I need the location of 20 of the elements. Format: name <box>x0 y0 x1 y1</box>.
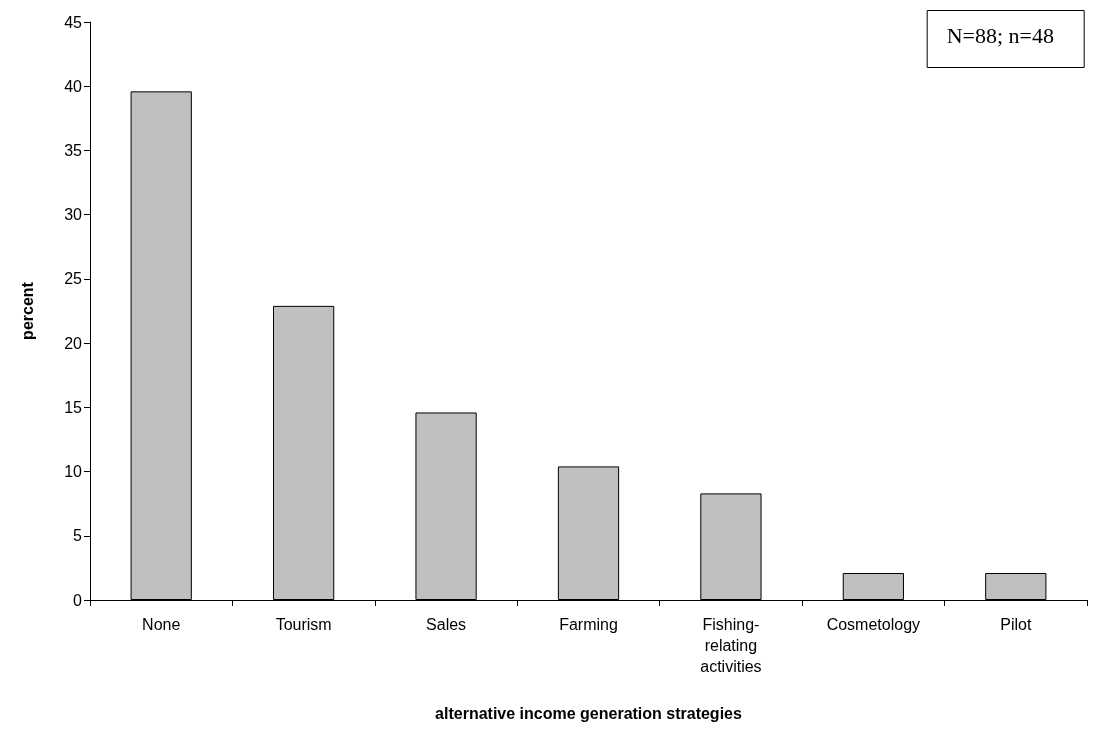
y-tick-label: 40 <box>64 77 83 95</box>
y-tick-label: 35 <box>64 141 83 159</box>
x-tick-label: Farming <box>559 616 618 633</box>
y-tick-label: 10 <box>64 463 83 481</box>
x-tick-label: None <box>142 616 181 633</box>
y-tick-label: 5 <box>73 527 83 545</box>
y-tick-label: 30 <box>64 206 83 224</box>
y-tick-label: 15 <box>64 398 83 416</box>
x-tick-label: Pilot <box>1000 616 1032 633</box>
y-tick-label: 0 <box>73 591 83 609</box>
y-tick-label: 25 <box>64 270 83 288</box>
y-tick-label: 45 <box>64 13 83 31</box>
x-tick-label: Sales <box>426 616 467 633</box>
annotation: N=88; n=48 <box>946 22 1055 48</box>
x-axis-title: alternative income generation strategies <box>435 704 742 722</box>
x-tick-label: Fishing-relating activities <box>700 616 762 675</box>
y-axis-title: percent <box>18 281 36 340</box>
y-tick-label: 20 <box>64 334 83 352</box>
x-tick-label: Cosmetology <box>826 616 921 633</box>
x-tick-label: Tourism <box>275 616 332 633</box>
